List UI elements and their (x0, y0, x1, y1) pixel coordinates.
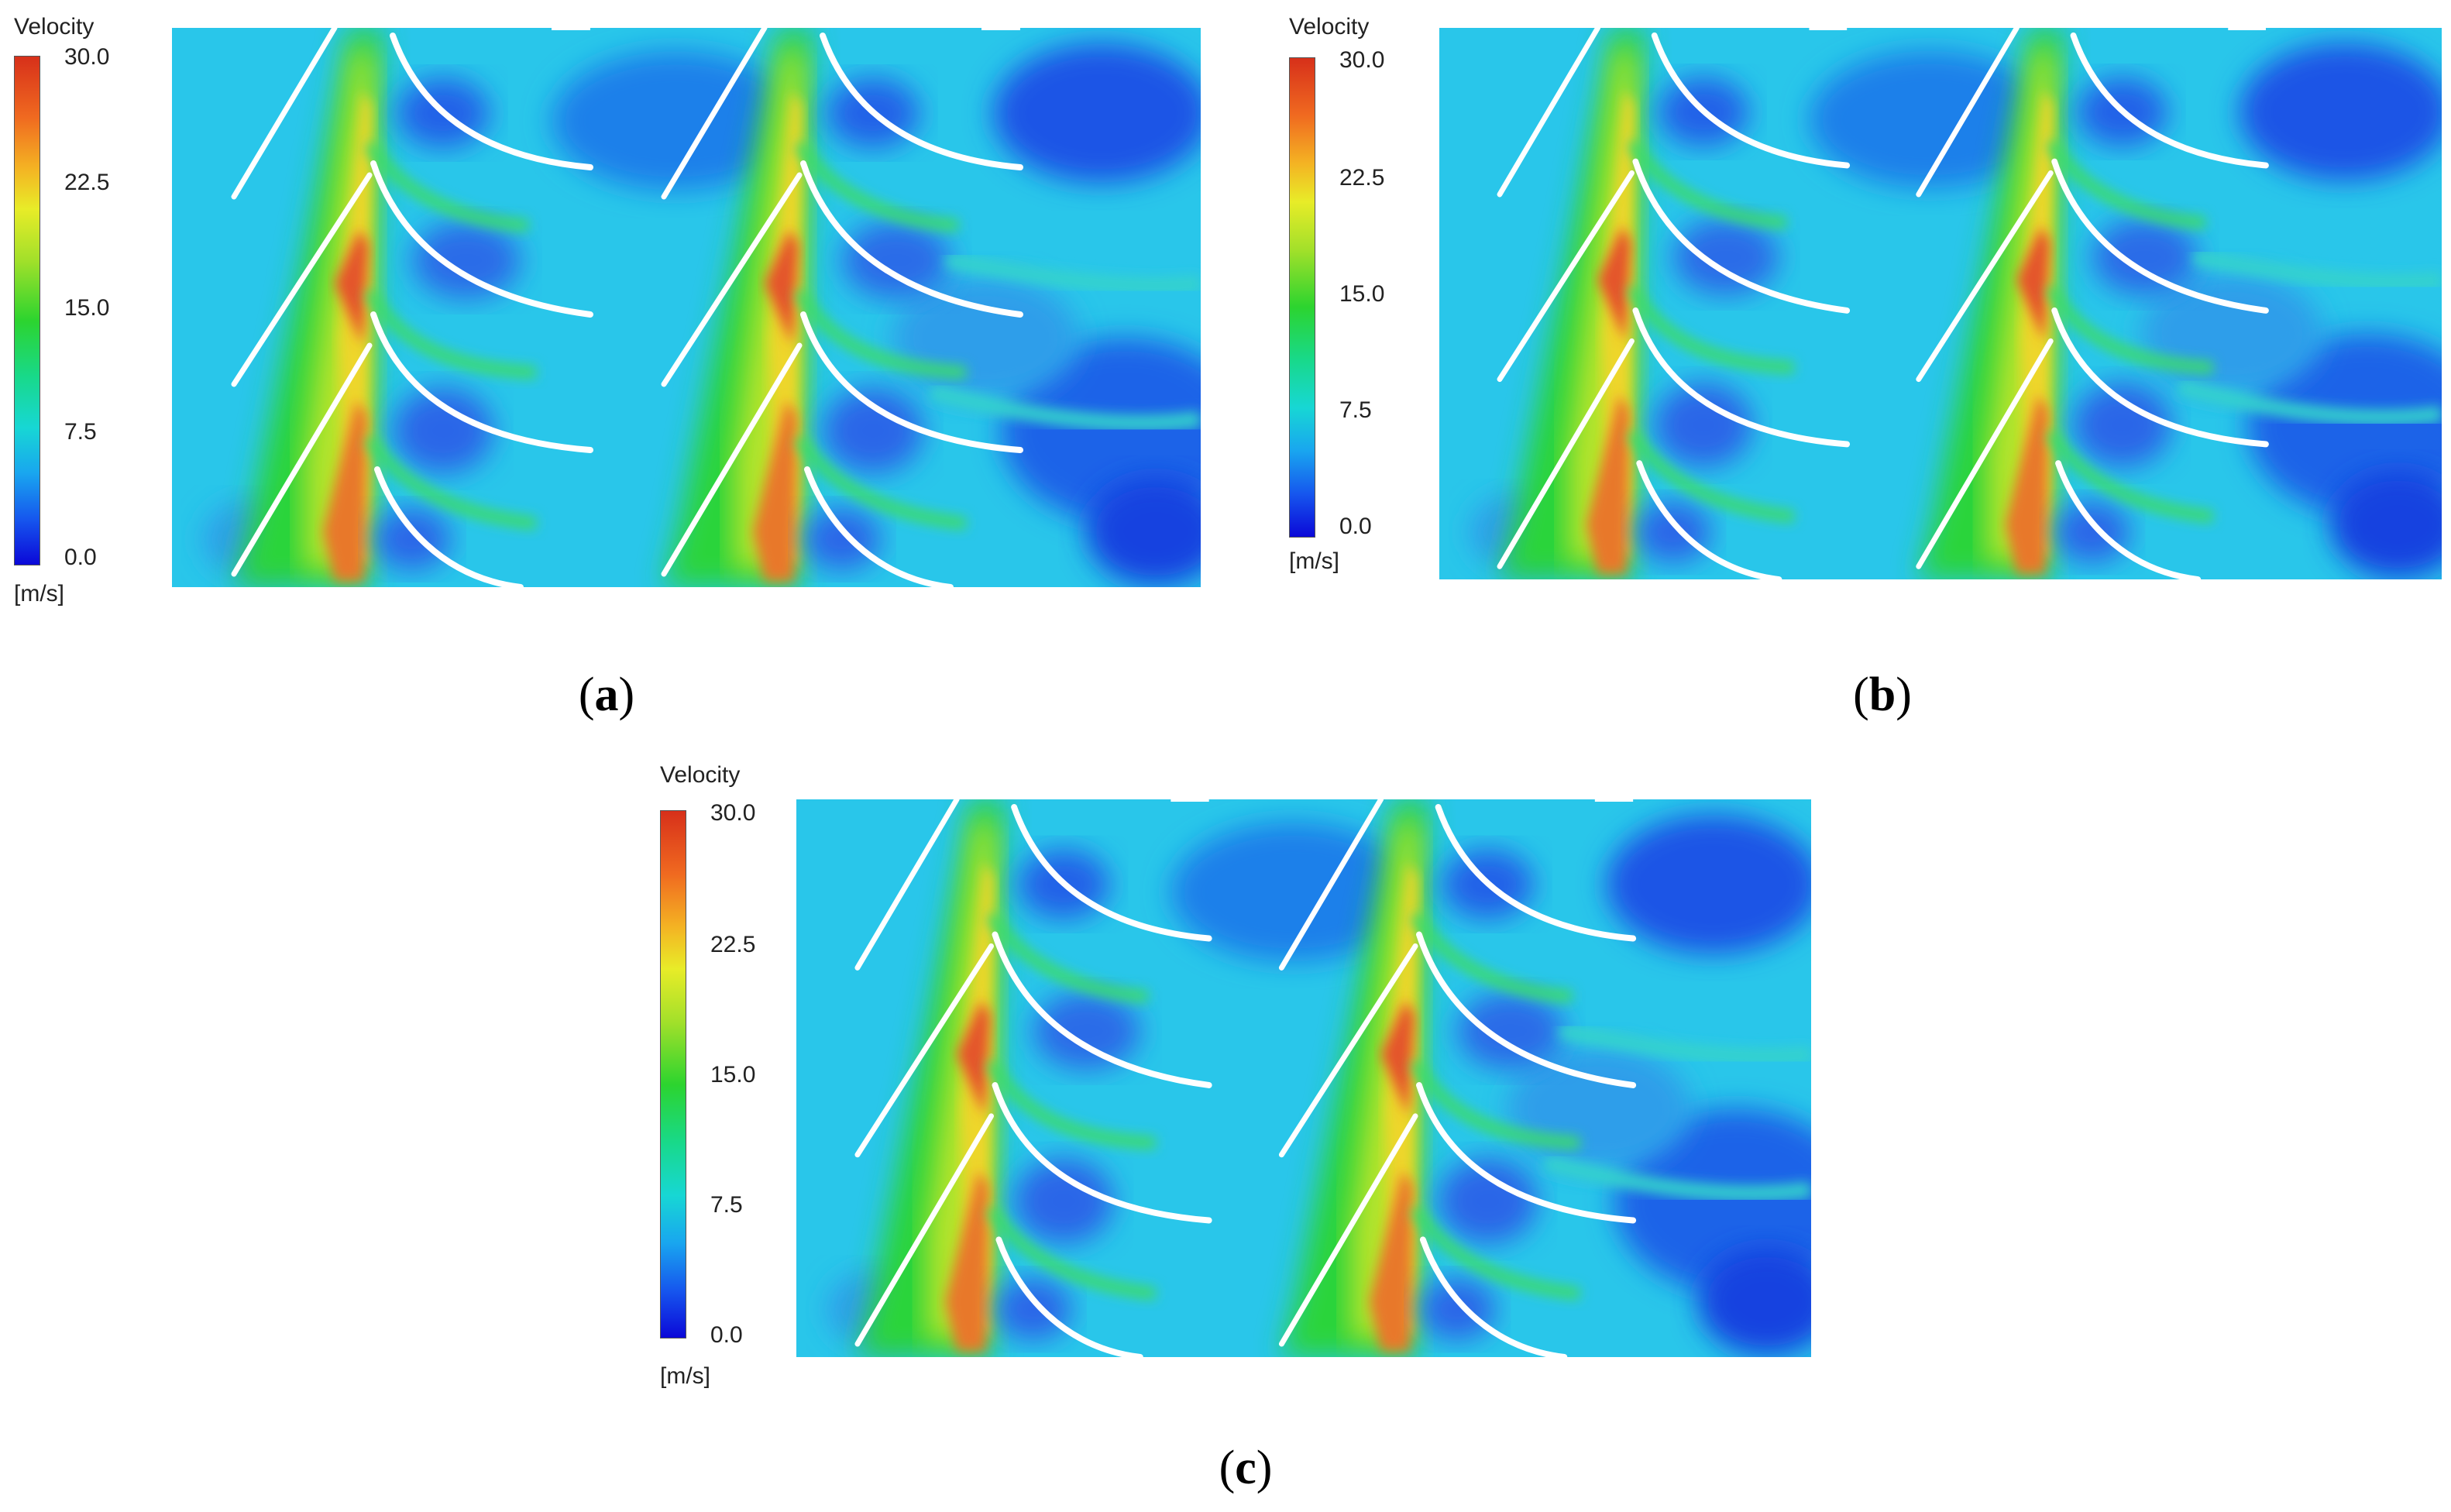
velocity-contour-b (1439, 28, 2442, 579)
colorbar-tick: 15.0 (710, 1062, 756, 1088)
colorbar-title: Velocity (1289, 14, 1370, 40)
colorbar-c: Velocity 30.0 22.5 15.0 7.5 0.0 [m/s] (660, 762, 815, 1397)
panel-caption-a: (a) (578, 668, 635, 721)
colorbar-tick: 15.0 (64, 295, 110, 321)
colorbar-title: Velocity (660, 762, 741, 788)
velocity-contour-c (796, 799, 1811, 1357)
colorbar-b: Velocity 30.0 22.5 15.0 7.5 0.0 [m/s] (1289, 14, 1444, 587)
colorbar-tick: 22.5 (64, 170, 110, 195)
colorbar-title: Velocity (14, 14, 95, 40)
colorbar-tick: 0.0 (1339, 514, 1372, 539)
colorbar-tick: 0.0 (64, 545, 97, 570)
colorbar-tick: 30.0 (1339, 47, 1385, 73)
colorbar-gradient (660, 810, 686, 1338)
colorbar-tick: 7.5 (64, 419, 97, 445)
colorbar-gradient (14, 56, 40, 565)
colorbar-unit: [m/s] (14, 581, 64, 607)
velocity-contour-a (172, 28, 1201, 587)
colorbar-unit: [m/s] (1289, 548, 1339, 574)
colorbar-gradient (1289, 57, 1315, 538)
colorbar-tick: 30.0 (64, 44, 110, 70)
colorbar-tick: 22.5 (1339, 165, 1385, 191)
colorbar-tick: 7.5 (1339, 397, 1372, 423)
colorbar-tick: 7.5 (710, 1192, 743, 1218)
colorbar-unit: [m/s] (660, 1363, 710, 1389)
colorbar-tick: 0.0 (710, 1322, 743, 1348)
panel-caption-c: (c) (1219, 1442, 1273, 1494)
colorbar-tick: 22.5 (710, 932, 756, 957)
colorbar-a: Velocity 30.0 22.5 15.0 7.5 0.0 [m/s] (14, 14, 169, 618)
colorbar-tick: 30.0 (710, 800, 756, 826)
panel-caption-b: (b) (1853, 668, 1912, 721)
colorbar-tick: 15.0 (1339, 281, 1385, 307)
